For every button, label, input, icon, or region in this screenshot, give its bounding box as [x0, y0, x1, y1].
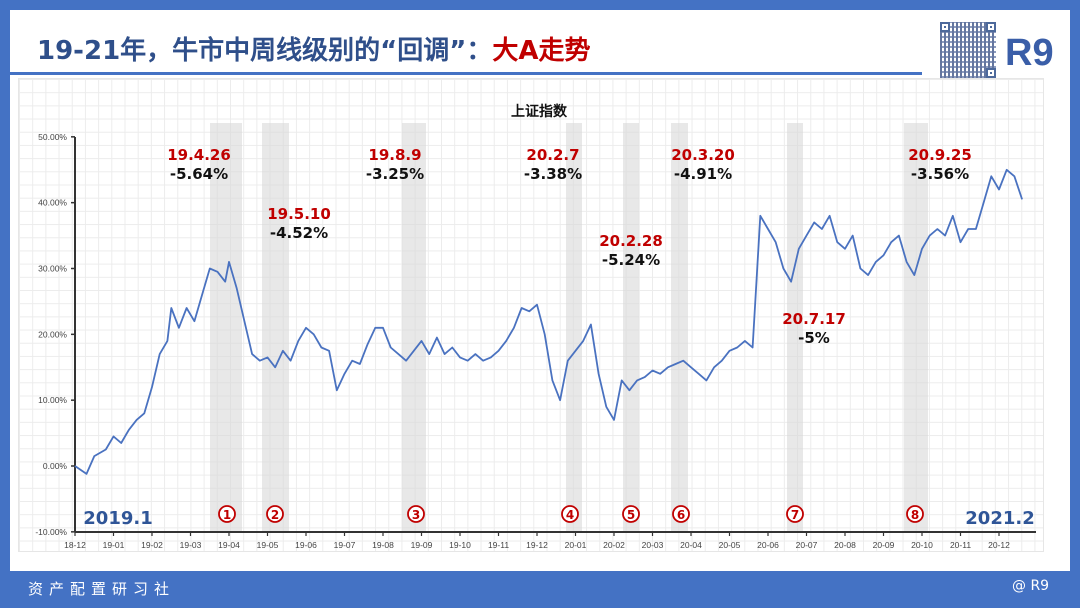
- pullback-marker-icon: [622, 505, 640, 523]
- pullback-date: 19.4.26: [167, 146, 231, 164]
- pullback-change: -5.24%: [602, 251, 660, 269]
- pullback-marker-number: 7: [791, 508, 799, 522]
- pullback-marker-icon: [561, 505, 579, 523]
- x-tick-label: 20-05: [719, 540, 741, 550]
- x-tick-label: 19-07: [334, 540, 356, 550]
- x-tick-label: 18-12: [64, 540, 86, 550]
- pullback-band: [210, 123, 242, 532]
- x-tick-label: 20-11: [950, 540, 971, 550]
- pullback-change: -3.56%: [911, 165, 969, 183]
- x-tick-label: 20-03: [642, 540, 664, 550]
- x-tick-label: 20-04: [680, 540, 702, 550]
- y-tick-label: 30.00%: [38, 264, 67, 274]
- brand-logo: R9: [1005, 32, 1054, 74]
- x-tick-label: 20-01: [565, 540, 587, 550]
- pullback-band: [566, 123, 582, 532]
- pullback-band: [904, 123, 928, 532]
- x-tick-label: 19-05: [257, 540, 279, 550]
- pullback-band: [787, 123, 803, 532]
- pullback-marker-number: 2: [271, 508, 279, 522]
- pullback-change: -4.52%: [270, 224, 328, 242]
- x-tick-label: 19-03: [180, 540, 202, 550]
- y-tick-label: 50.00%: [38, 132, 67, 142]
- x-tick-label: 20-07: [796, 540, 818, 550]
- x-tick-label: 19-04: [218, 540, 240, 550]
- pullback-date: 19.8.9: [368, 146, 421, 164]
- index-line: [74, 168, 1023, 475]
- pullback-change: -5%: [798, 329, 830, 347]
- pullback-marker-number: 1: [223, 508, 231, 522]
- pullback-change: -5.64%: [170, 165, 228, 183]
- pullback-change: -3.38%: [524, 165, 582, 183]
- pullback-marker-icon: [407, 505, 425, 523]
- title-divider: [10, 72, 922, 75]
- pullback-date: 20.2.7: [526, 146, 579, 164]
- x-tick-label: 19-10: [449, 540, 471, 550]
- y-tick-label: 10.00%: [38, 395, 67, 405]
- end-label: 2021.2: [965, 508, 1034, 529]
- x-tick-label: 20-02: [603, 540, 625, 550]
- pullback-date: 20.3.20: [671, 146, 735, 164]
- pullback-change: -3.25%: [366, 165, 424, 183]
- x-tick-label: 19-09: [411, 540, 433, 550]
- title-main: 19-21年，牛市中周线级别的“回调”：: [37, 36, 493, 66]
- footer-org-name: 资产配置研习社: [28, 580, 176, 598]
- pullback-band: [262, 123, 289, 532]
- pullback-change: -4.91%: [674, 165, 732, 183]
- pullback-marker-number: 8: [911, 508, 919, 522]
- pullback-marker-number: 6: [677, 508, 685, 522]
- y-tick-label: 40.00%: [38, 198, 67, 208]
- pullback-marker-number: 4: [566, 508, 574, 522]
- x-tick-label: 20-08: [834, 540, 856, 550]
- title-accent: 大A走势: [492, 36, 591, 66]
- pullback-date: 20.2.28: [599, 232, 663, 250]
- pullback-marker-icon: [786, 505, 804, 523]
- x-tick-label: 20-12: [988, 540, 1010, 550]
- y-tick-label: 0.00%: [43, 461, 68, 471]
- x-tick-label: 19-11: [488, 540, 509, 550]
- x-tick-label: 19-12: [526, 540, 548, 550]
- pullback-marker-icon: [672, 505, 690, 523]
- pullback-date: 19.5.10: [267, 205, 331, 223]
- start-label: 2019.1: [83, 508, 152, 529]
- x-tick-label: 19-01: [103, 540, 125, 550]
- pullback-marker-number: 5: [627, 508, 635, 522]
- x-tick-label: 19-02: [141, 540, 163, 550]
- chart-area: [18, 78, 1044, 552]
- x-tick-label: 20-10: [911, 540, 933, 550]
- pullback-band: [623, 123, 639, 532]
- pullback-band: [402, 123, 426, 532]
- x-tick-label: 19-06: [295, 540, 317, 550]
- pullback-date: 20.9.25: [908, 146, 972, 164]
- footer-credit: @ R9: [1012, 578, 1050, 594]
- x-tick-label: 19-08: [372, 540, 394, 550]
- x-tick-label: 20-09: [873, 540, 895, 550]
- pullback-marker-number: 3: [412, 508, 420, 522]
- y-tick-label: -10.00%: [35, 527, 67, 537]
- y-tick-label: 20.00%: [38, 329, 67, 339]
- chart-title: 上证指数: [511, 103, 568, 120]
- page-title: 19-21年，牛市中周线级别的“回调”：大A走势: [37, 30, 590, 67]
- pullback-date: 20.7.17: [782, 310, 846, 328]
- pullback-marker-icon: [906, 505, 924, 523]
- x-tick-label: 20-06: [757, 540, 779, 550]
- qr-code-icon: [940, 22, 996, 78]
- pullback-marker-icon: [266, 505, 284, 523]
- pullback-band: [671, 123, 688, 532]
- pullback-marker-icon: [218, 505, 236, 523]
